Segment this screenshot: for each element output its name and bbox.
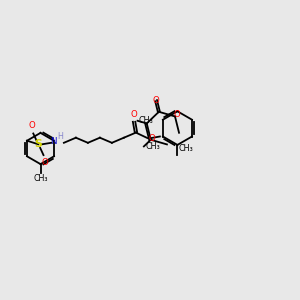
Text: CH₃: CH₃ bbox=[139, 116, 154, 125]
Text: N: N bbox=[50, 137, 57, 146]
Text: O: O bbox=[148, 134, 155, 143]
Text: O: O bbox=[153, 96, 160, 105]
Text: O: O bbox=[173, 110, 180, 119]
Text: S: S bbox=[34, 139, 42, 149]
Text: CH₃: CH₃ bbox=[33, 174, 48, 183]
Text: CH₃: CH₃ bbox=[145, 142, 160, 151]
Text: O: O bbox=[131, 110, 137, 119]
Text: H: H bbox=[57, 132, 63, 141]
Text: O: O bbox=[28, 121, 35, 130]
Text: O: O bbox=[42, 158, 48, 167]
Text: CH₃: CH₃ bbox=[178, 144, 194, 153]
